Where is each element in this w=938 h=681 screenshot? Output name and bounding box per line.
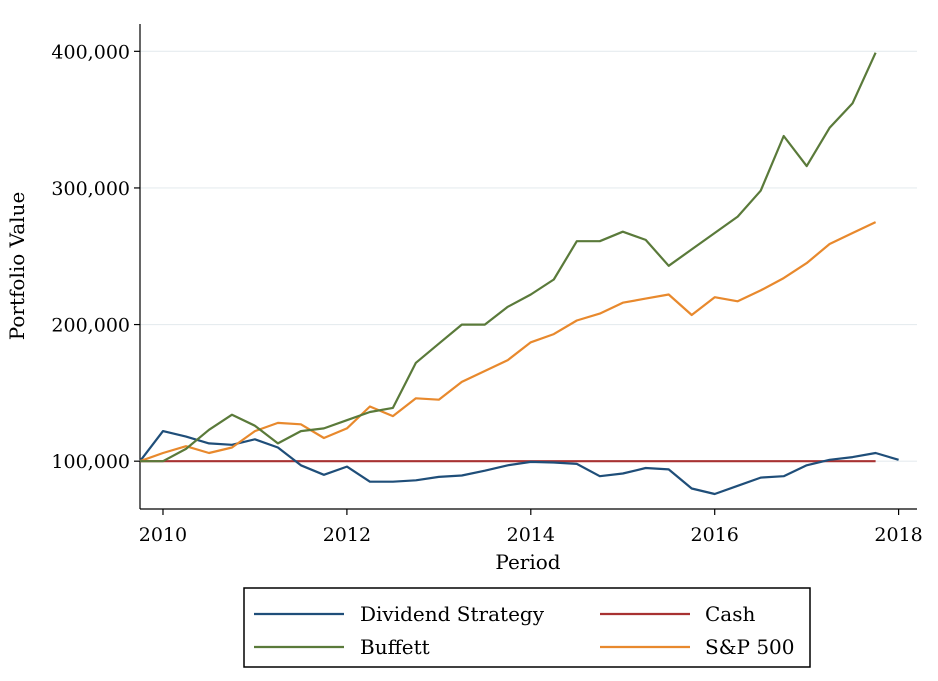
- x-tick-label: 2014: [507, 524, 555, 546]
- y-tick-label: 300,000: [51, 178, 130, 200]
- y-tick-label: 400,000: [51, 41, 130, 63]
- y-tick-label: 100,000: [51, 451, 130, 473]
- series-line-buffett: [140, 52, 877, 463]
- axes: 100,000 200,000 300,000 400,000 2010 2012 2014…: [51, 24, 923, 546]
- series-lines: [139, 52, 899, 496]
- gridlines: [140, 50, 917, 462]
- legend-label-dividend-strategy: Dividend Strategy: [360, 602, 545, 626]
- x-tick-label: 2010: [139, 524, 187, 546]
- series-line-dividend-strategy: [139, 430, 899, 496]
- series-line-s-p-500: [139, 221, 877, 463]
- y-tick-label: 200,000: [51, 315, 130, 337]
- x-tick-label: 2016: [691, 524, 739, 546]
- legend-label-cash: Cash: [705, 602, 755, 626]
- x-tick-label: 2018: [874, 524, 922, 546]
- x-axis-title: Period: [495, 550, 560, 574]
- legend-label-s-p-500: S&P 500: [705, 635, 795, 659]
- x-tick-label: 2012: [323, 524, 371, 546]
- legend-box: [243, 587, 811, 668]
- legend: Dividend Strategy Cash Buffett S&P 500: [243, 587, 811, 668]
- y-axis-title: Portfolio Value: [5, 192, 29, 341]
- legend-label-buffett: Buffett: [360, 635, 430, 659]
